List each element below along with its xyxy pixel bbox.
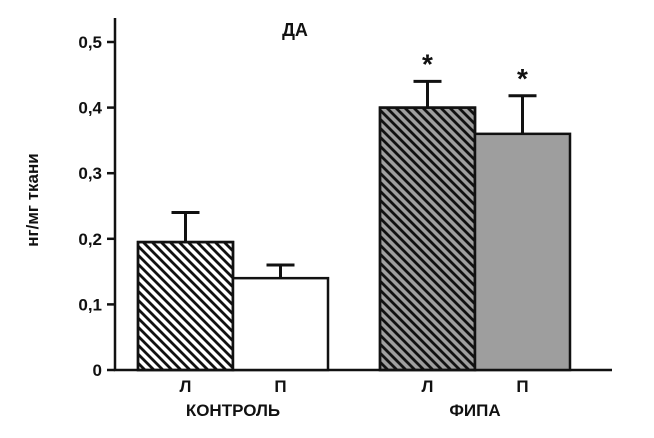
- significance-asterisk: *: [517, 63, 528, 94]
- y-tick-label: 0,2: [78, 230, 102, 249]
- group-label: ФИПА: [449, 401, 500, 420]
- y-tick-label: 0,3: [78, 164, 102, 183]
- y-tick-label: 0,4: [78, 99, 102, 118]
- bar-label: П: [516, 377, 528, 396]
- y-tick-label: 0,1: [78, 295, 102, 314]
- group-label: КОНТРОЛЬ: [186, 401, 280, 420]
- y-tick-label: 0: [93, 361, 102, 380]
- bar-ФИПА-П: [473, 132, 572, 372]
- bar-label: Л: [422, 377, 434, 396]
- y-tick-label: 0,5: [78, 33, 102, 52]
- bar-label: Л: [180, 377, 192, 396]
- bar-КОНТРОЛЬ-П: [231, 276, 330, 372]
- bar-label: П: [274, 377, 286, 396]
- chart-title: ДА: [282, 20, 308, 40]
- bar-hatch-overlay: [136, 240, 235, 372]
- significance-asterisk: *: [422, 48, 433, 79]
- bar-hatch-overlay: [378, 106, 477, 372]
